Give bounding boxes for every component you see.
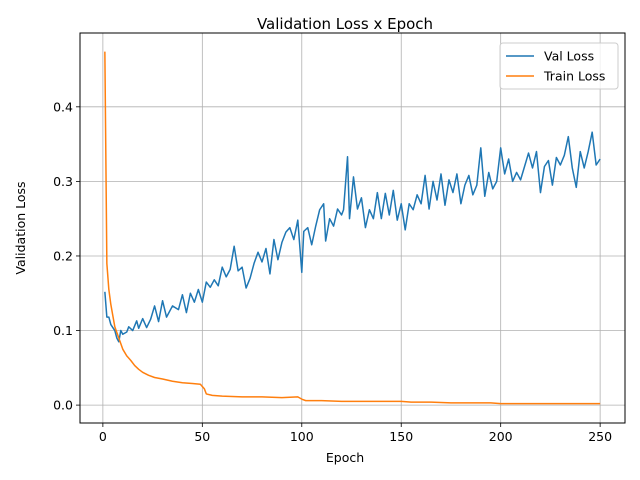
plot-area-frame	[79, 32, 626, 424]
y-tick-label: 0.3	[53, 174, 73, 189]
y-tick-label: 0.4	[53, 99, 73, 114]
axis-ticks: 0 50 100 150 200 250 0.0 0.1 0.2 0.3 0.4	[53, 99, 612, 444]
legend: Val Loss Train Loss	[499, 42, 619, 90]
y-tick-label: 0.1	[53, 323, 73, 338]
series-lines	[104, 51, 601, 405]
x-tick-label: 100	[290, 429, 314, 444]
x-axis-label: Epoch	[326, 450, 364, 465]
y-axis-label: Validation Loss	[13, 181, 28, 274]
series-line-train-loss	[104, 51, 601, 405]
x-tick-label: 250	[588, 429, 612, 444]
x-tick-label: 0	[99, 429, 107, 444]
legend-label: Train Loss	[543, 69, 605, 84]
series-line-val-loss	[104, 131, 601, 343]
grid	[80, 33, 625, 423]
chart-title: Validation Loss x Epoch	[257, 15, 433, 33]
legend-box	[499, 42, 619, 90]
x-tick-label: 200	[489, 429, 513, 444]
y-tick-label: 0.2	[53, 248, 73, 263]
legend-label: Val Loss	[544, 49, 594, 64]
y-tick-label: 0.0	[53, 398, 73, 413]
x-tick-label: 150	[389, 429, 413, 444]
x-tick-label: 50	[194, 429, 210, 444]
